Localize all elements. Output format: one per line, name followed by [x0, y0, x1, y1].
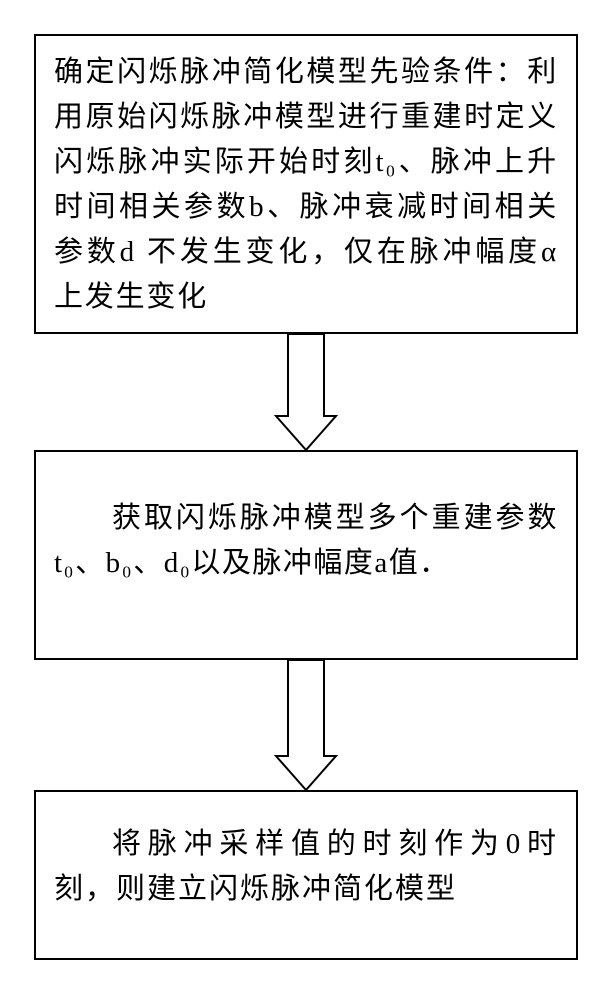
flowchart-step-3: 将脉冲采样值的时刻作为0时刻，则建立闪烁脉冲简化模型 — [34, 790, 578, 960]
flowchart-step-2: 获取闪烁脉冲模型多个重建参数t₀、b₀、d₀以及脉冲幅度a值． — [34, 450, 578, 660]
arrow-2-path — [276, 660, 336, 790]
step-3-text: 将脉冲采样值的时刻作为0时刻，则建立闪烁脉冲简化模型 — [54, 828, 558, 905]
flowchart-canvas: 确定闪烁脉冲简化模型先验条件：利用原始闪烁脉冲模型进行重建时定义闪烁脉冲实际开始… — [0, 0, 608, 1000]
step-2-text: 获取闪烁脉冲模型多个重建参数t₀、b₀、d₀以及脉冲幅度a值． — [54, 502, 558, 579]
arrow-1-path — [276, 334, 336, 450]
step-1-text: 确定闪烁脉冲简化模型先验条件：利用原始闪烁脉冲模型进行重建时定义闪烁脉冲实际开始… — [54, 56, 558, 313]
flowchart-step-1: 确定闪烁脉冲简化模型先验条件：利用原始闪烁脉冲模型进行重建时定义闪烁脉冲实际开始… — [34, 34, 578, 334]
